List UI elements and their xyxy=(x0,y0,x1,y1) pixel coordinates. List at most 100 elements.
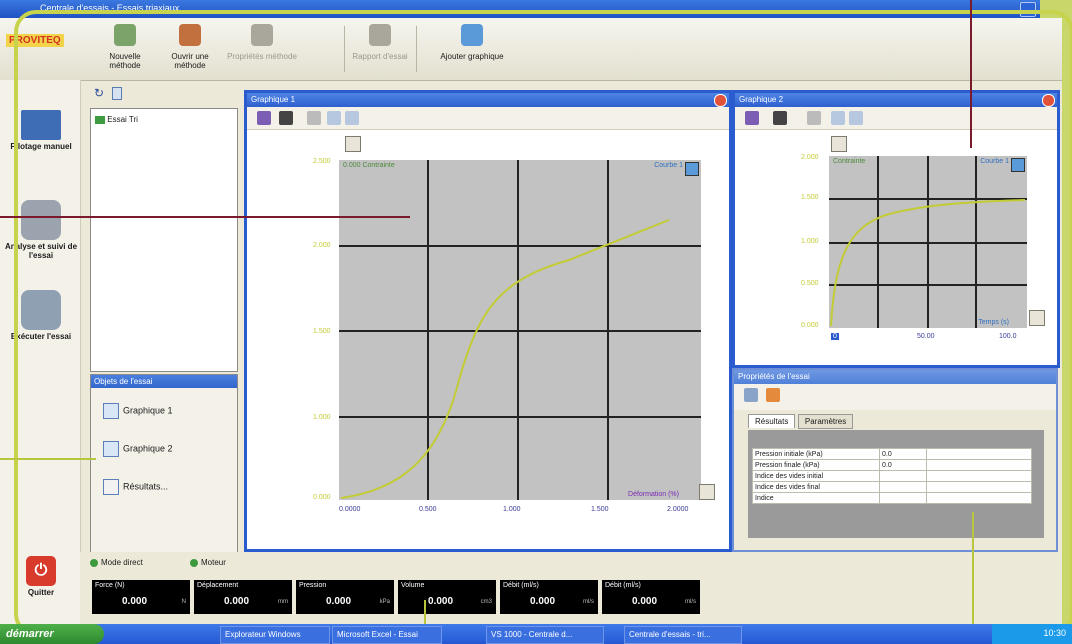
graph2-title[interactable]: Graphique 2 xyxy=(735,93,1057,107)
table-row[interactable]: Indice des vides final xyxy=(752,481,1032,493)
tab-results[interactable]: Résultats xyxy=(748,414,796,428)
app-titlebar[interactable]: Centrale d'essais - Essais triaxiaux xyxy=(0,0,1040,18)
row-name: Indice des vides initial xyxy=(752,470,880,482)
tree-item[interactable]: Essai Tri xyxy=(95,115,138,124)
graph-add-icon xyxy=(461,24,483,46)
tree-toolbar: ↻ xyxy=(88,84,238,102)
open-method-button[interactable]: Ouvrir une méthode xyxy=(158,24,222,76)
graph1-canvas: 0.000 Contrainte Courbe 1 Déformation (%… xyxy=(247,130,729,549)
zoom-out-icon[interactable] xyxy=(849,111,863,125)
y-tick: 1.000 xyxy=(313,414,331,421)
main-toolbar: PROVITEQ Nouvelle méthode Ouvrir une mét… xyxy=(0,18,1062,81)
graph2-plot[interactable]: Contrainte Courbe 1 Temps (s) xyxy=(829,156,1027,328)
axis-settings-icon[interactable] xyxy=(699,484,715,500)
grid-line xyxy=(339,245,701,247)
table-row[interactable]: Pression initiale (kPa) 0.0 xyxy=(752,448,1032,460)
graph2-curve xyxy=(830,199,1026,327)
legend-toggle-icon[interactable] xyxy=(685,162,699,176)
quit-button[interactable]: ⏻ Quitter xyxy=(4,556,78,597)
axis-settings-icon[interactable] xyxy=(345,136,361,152)
palette-icon[interactable] xyxy=(745,111,759,125)
list-item-graph1[interactable]: Graphique 1 xyxy=(103,403,173,419)
tab-parameters[interactable]: Paramètres xyxy=(797,414,854,429)
status-bar: Mode direct Moteur Force (N) 0.000 N Dépla… xyxy=(80,552,1050,624)
taskbar-item[interactable]: Microsoft Excel - Essai xyxy=(332,626,442,644)
grid-line xyxy=(339,416,701,418)
x-tick: 0 xyxy=(831,333,839,340)
curve-legend: Courbe 1 xyxy=(654,162,683,169)
taskbar-item[interactable]: VS 1000 - Centrale d... xyxy=(486,626,604,644)
close-icon[interactable] xyxy=(714,94,727,107)
graph2-window: Graphique 2 xyxy=(732,90,1060,368)
axis-settings-icon[interactable] xyxy=(831,136,847,152)
zoom-out-icon[interactable] xyxy=(345,111,359,125)
zoom-in-icon[interactable] xyxy=(327,111,341,125)
gear-analysis-icon xyxy=(21,200,61,240)
list-item-results[interactable]: Résultats... xyxy=(103,479,168,495)
y-tick: 1.500 xyxy=(313,328,331,335)
new-method-button[interactable]: Nouvelle méthode xyxy=(96,24,154,76)
manual-control-button[interactable]: Pilotage manuel xyxy=(4,110,78,151)
graph1-curve xyxy=(340,219,670,499)
y-axis-label: 0.000 Contrainte xyxy=(343,162,395,169)
cursor-icon[interactable] xyxy=(807,111,821,125)
list-item-graph2[interactable]: Graphique 2 xyxy=(103,441,173,457)
manual-control-label: Pilotage manuel xyxy=(10,142,72,151)
meter-name: Force (N) xyxy=(95,582,125,589)
graph1-title[interactable]: Graphique 1 xyxy=(247,93,729,107)
x-axis-label: Déformation (%) xyxy=(628,491,679,498)
axis-settings-icon[interactable] xyxy=(1029,310,1045,326)
refresh-icon[interactable]: ↻ xyxy=(94,86,105,100)
meter-name: Pression xyxy=(299,582,327,589)
start-button[interactable]: démarrer xyxy=(0,624,104,644)
frame-icon[interactable] xyxy=(773,111,787,125)
y-tick: 2.000 xyxy=(801,154,819,161)
callout-line xyxy=(0,458,96,460)
properties-title[interactable]: Propriétés de l'essai xyxy=(734,370,1056,384)
meter-unit: ml/s xyxy=(583,599,594,605)
table-row[interactable]: Indice des vides initial xyxy=(752,470,1032,482)
open-method-label: Ouvrir une méthode xyxy=(171,52,209,70)
graph1-plot[interactable]: 0.000 Contrainte Courbe 1 Déformation (%… xyxy=(339,160,701,500)
table-row[interactable]: Indice xyxy=(752,492,1032,504)
x-axis-label: Temps (s) xyxy=(978,319,1009,326)
led-label: Moteur xyxy=(201,558,226,567)
toolbar-separator xyxy=(344,26,345,72)
meter-name: Débit (ml/s) xyxy=(605,582,641,589)
frame-icon[interactable] xyxy=(279,111,293,125)
method-properties-button[interactable]: Propriétés méthode xyxy=(226,24,298,76)
grid-line xyxy=(829,284,1027,286)
callout-line xyxy=(0,216,410,218)
execute-test-button[interactable]: Exécuter l'essai xyxy=(4,290,78,341)
document-icon[interactable] xyxy=(112,87,122,100)
meter-volume: Volume 0.000 cm3 xyxy=(398,580,496,614)
properties-table: Pression initiale (kPa) 0.0 Pression fina… xyxy=(752,448,1032,504)
callout-line xyxy=(972,512,974,644)
x-tick: 1.500 xyxy=(591,506,609,513)
taskbar-item[interactable]: Explorateur Windows xyxy=(220,626,330,644)
analysis-label: Analyse et suivi de l'essai xyxy=(4,242,78,260)
meter-name: Déplacement xyxy=(197,582,239,589)
save-icon[interactable] xyxy=(766,388,780,402)
table-row[interactable]: Pression finale (kPa) 0.0 xyxy=(752,459,1032,471)
graph2-canvas: Contrainte Courbe 1 Temps (s) 2.000 1.50… xyxy=(735,130,1057,365)
analysis-button[interactable]: Analyse et suivi de l'essai xyxy=(4,200,78,260)
refresh-icon[interactable] xyxy=(744,388,758,402)
minimize-button[interactable] xyxy=(1020,2,1036,17)
zoom-in-icon[interactable] xyxy=(831,111,845,125)
legend-toggle-icon[interactable] xyxy=(1011,158,1025,172)
callout-line xyxy=(970,0,972,148)
palette-icon[interactable] xyxy=(257,111,271,125)
list-item-label: Résultats... xyxy=(123,481,169,492)
cursor-icon[interactable] xyxy=(307,111,321,125)
x-tick: 2.0000 xyxy=(667,506,689,513)
taskbar-item[interactable]: Centrale d'essais - tri... xyxy=(624,626,742,644)
test-report-button[interactable]: Rapport d'essai xyxy=(350,24,410,76)
gear-execute-icon xyxy=(21,290,61,330)
add-graph-button[interactable]: Ajouter graphique xyxy=(430,24,514,76)
led-icon xyxy=(90,558,98,567)
tree-item-label: Essai Tri xyxy=(107,115,138,124)
row-value: 0.0 xyxy=(879,448,927,460)
gear-properties-icon xyxy=(251,24,273,46)
close-icon[interactable] xyxy=(1042,94,1055,107)
